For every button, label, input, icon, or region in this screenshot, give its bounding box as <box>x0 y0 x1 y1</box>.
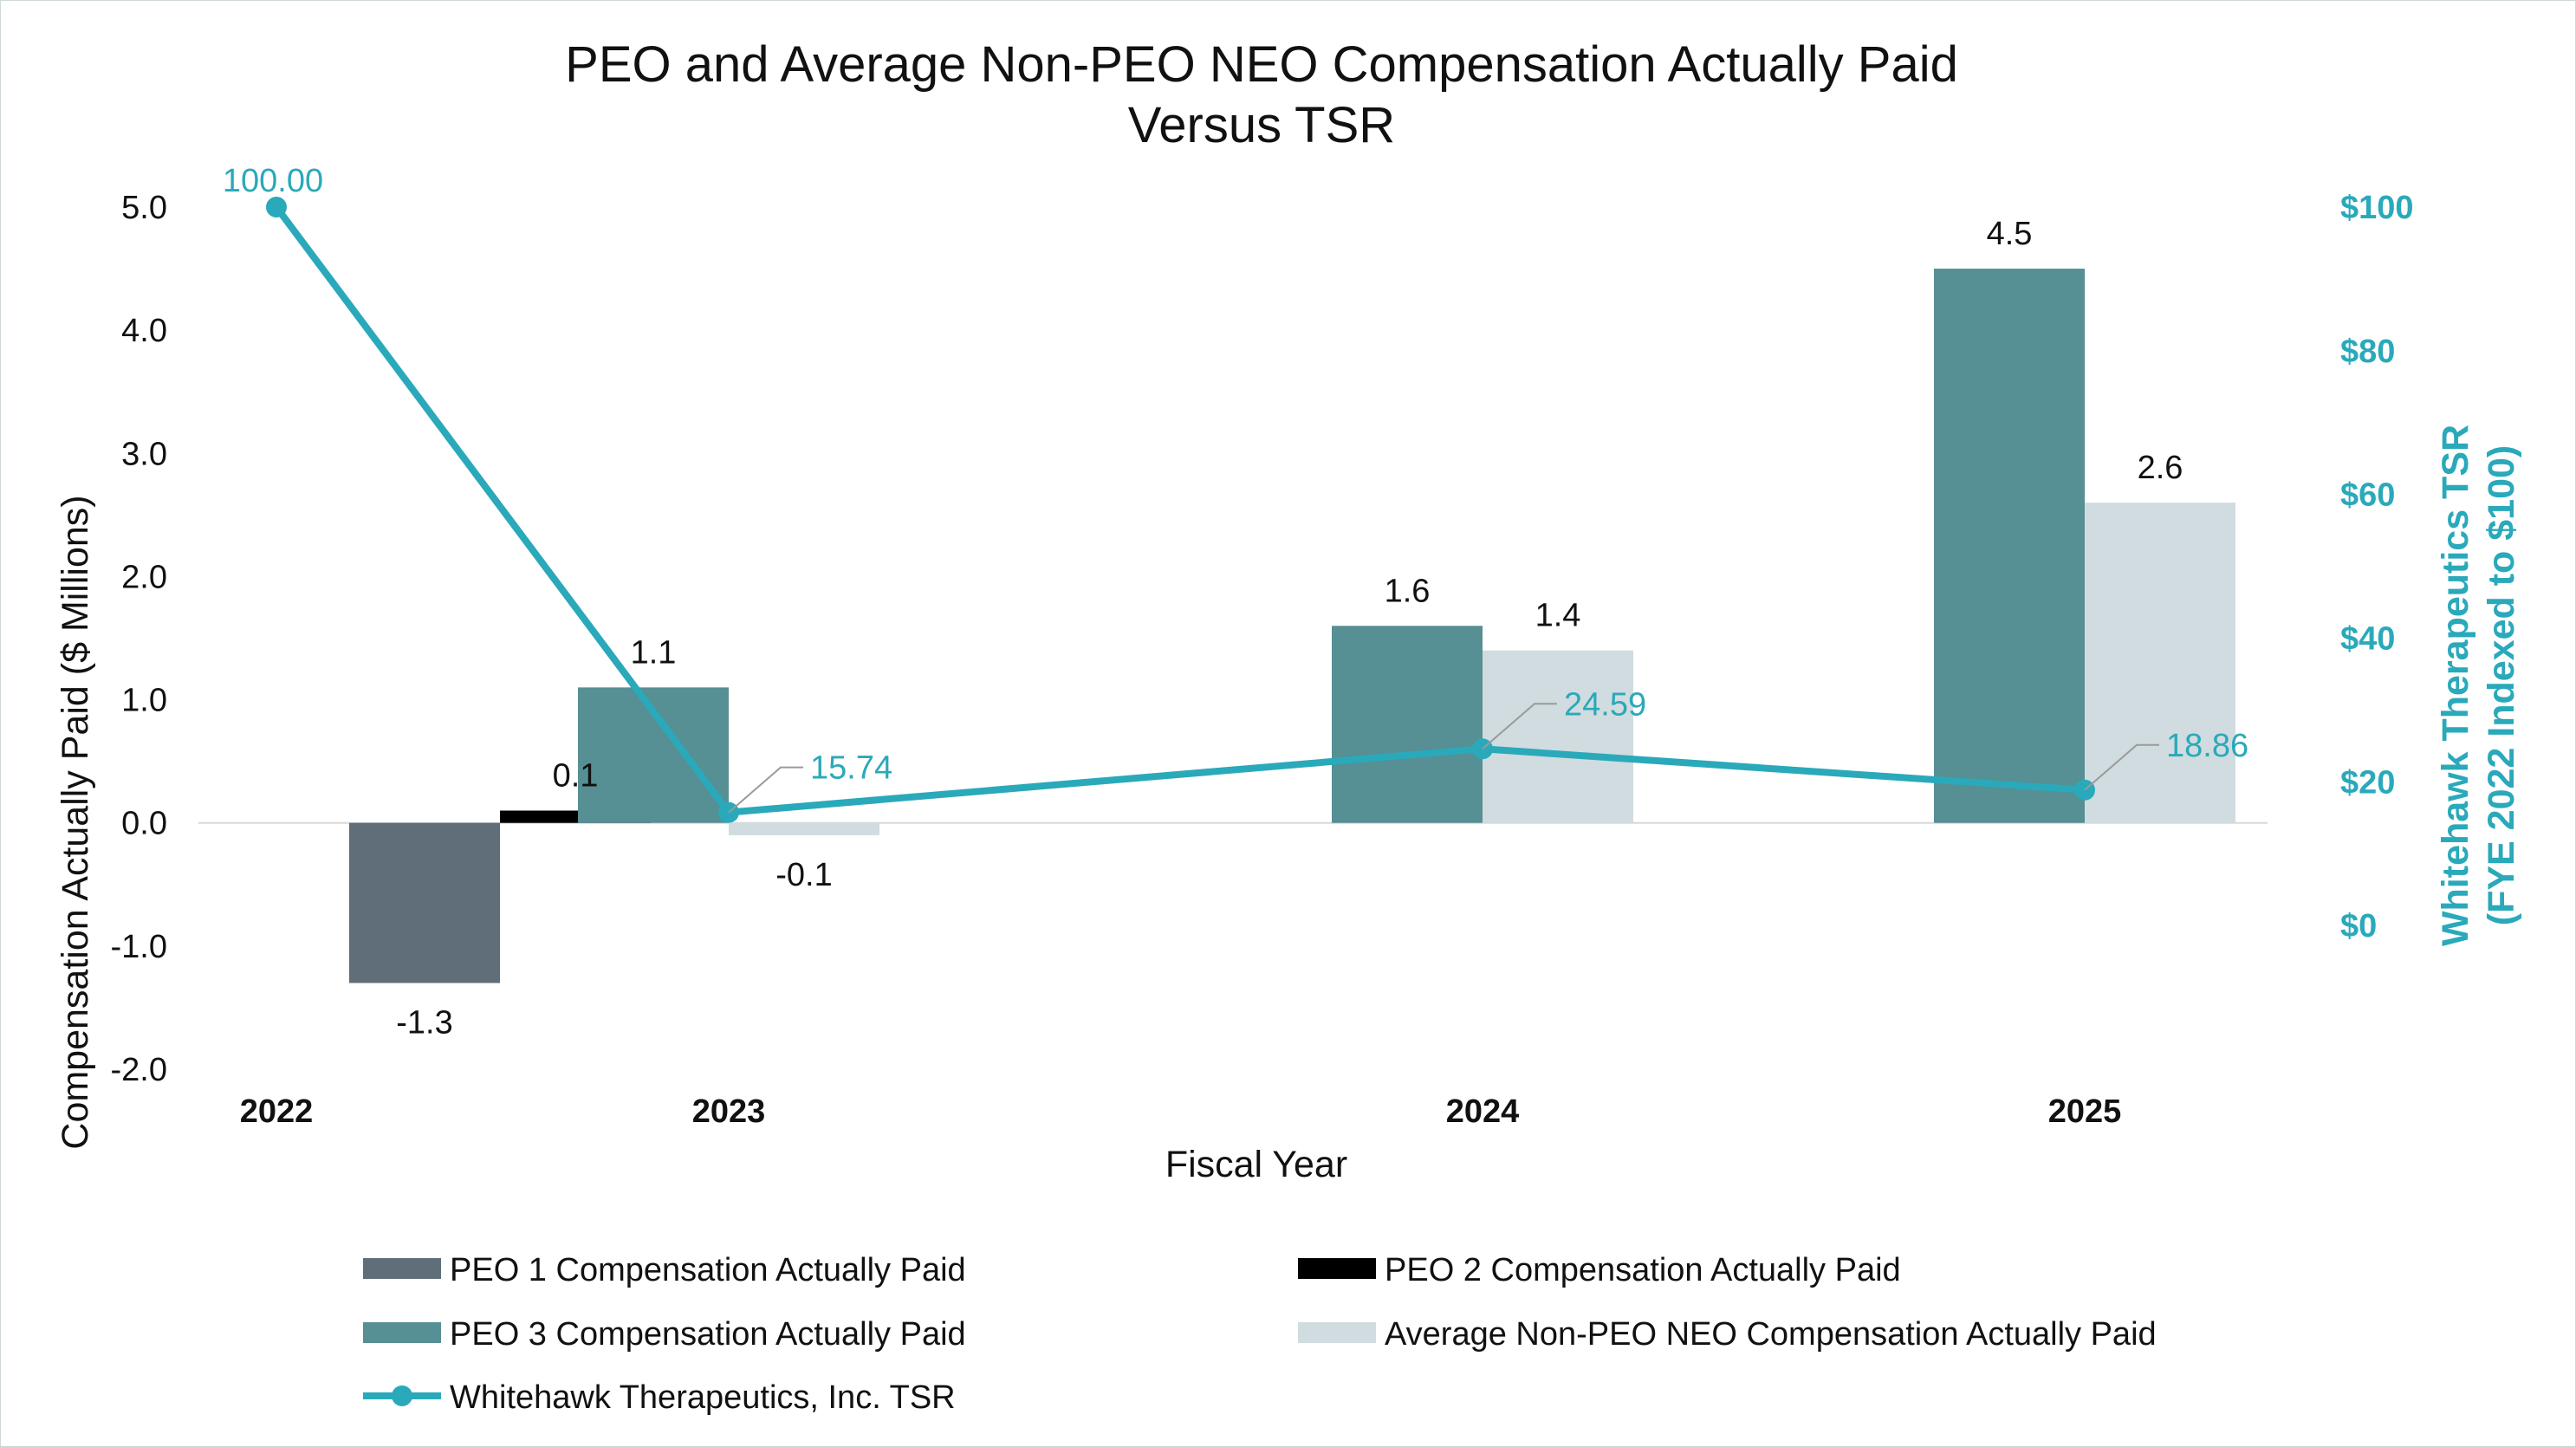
legend-swatch-peo3 <box>363 1322 441 1343</box>
y2-axis-title-line-2: (FYE 2022 Indexed to $100) <box>2481 445 2522 925</box>
bar-data-label: -0.1 <box>775 857 832 893</box>
bar-peo3-2024 <box>1332 626 1483 823</box>
bar-series <box>349 269 2235 983</box>
bar-non_peo-2024 <box>1483 650 1633 823</box>
y-tick-label: 3.0 <box>121 436 167 472</box>
legend-label: PEO 2 Compensation Actually Paid <box>1385 1252 1901 1288</box>
bar-peo1-2022 <box>349 822 500 983</box>
tsr-data-labels: 100.00 15.74 24.59 18.86 <box>223 163 2248 814</box>
legend-label: Average Non-PEO NEO Compensation Actuall… <box>1385 1316 2157 1353</box>
x-tick-label: 2022 <box>240 1093 314 1130</box>
y-tick-label: 5.0 <box>121 190 167 226</box>
bar-data-labels: -1.3 0.1 1.1 1.6 4.5 -0.1 1.4 2.6 <box>396 216 2183 1041</box>
tsr-point-2022 <box>266 197 287 217</box>
bar-peo3-2025 <box>1934 269 2085 823</box>
tsr-data-label: 24.59 <box>1564 686 1646 723</box>
x-axis-title: Fiscal Year <box>1165 1144 1347 1185</box>
bar-data-label: 1.6 <box>1385 573 1431 609</box>
y2-tick-label: $80 <box>2340 334 2395 370</box>
y2-axis-title-line-1: Whitehawk Therapeutics TSR <box>2435 425 2476 946</box>
legend-label: PEO 1 Compensation Actually Paid <box>450 1252 966 1288</box>
legend-swatch-non_peo <box>1298 1322 1376 1343</box>
tsr-data-label: 18.86 <box>2166 728 2248 764</box>
bar-data-label: 1.1 <box>631 634 677 671</box>
y-axis-title: Compensation Actually Paid ($ Millions) <box>55 495 96 1149</box>
bar-data-label: 4.5 <box>1987 216 2033 252</box>
chart-title-line-2: Versus TSR <box>1128 97 1395 153</box>
x-tick-label: 2023 <box>692 1093 766 1130</box>
bar-data-label: -1.3 <box>396 1005 452 1041</box>
tsr-data-label: 15.74 <box>810 750 892 787</box>
tsr-data-label: 100.00 <box>223 163 323 199</box>
legend-label: PEO 3 Compensation Actually Paid <box>450 1316 966 1353</box>
legend-swatch-peo2 <box>1298 1258 1376 1279</box>
bar-data-label: 1.4 <box>1535 598 1581 634</box>
y-tick-label: 2.0 <box>121 559 167 595</box>
x-tick-label: 2025 <box>2048 1093 2122 1130</box>
y2-tick-label: $60 <box>2340 477 2395 514</box>
chart-title-line-1: PEO and Average Non-PEO NEO Compensation… <box>565 36 1958 93</box>
tsr-leader-line <box>1482 703 1557 750</box>
y2-tick-label: $0 <box>2340 908 2377 944</box>
tsr-line <box>273 204 2086 816</box>
legend-label: Whitehawk Therapeutics, Inc. TSR <box>450 1379 956 1416</box>
y-tick-label: 1.0 <box>121 683 167 719</box>
y-tick-label: -1.0 <box>111 929 167 965</box>
legend-swatch-tsr-marker <box>392 1385 412 1406</box>
legend-swatch-peo1 <box>363 1258 441 1279</box>
x-axis-ticks: 2022 2023 2024 2025 <box>240 1093 2122 1130</box>
y-tick-label: 4.0 <box>121 313 167 349</box>
tsr-line-series <box>266 197 2095 823</box>
tsr-leader-line <box>2084 743 2159 791</box>
y-axis-ticks: -2.0 -1.0 0.0 1.0 2.0 3.0 4.0 5.0 <box>111 190 167 1088</box>
y-tick-label: 0.0 <box>121 806 167 842</box>
x-tick-label: 2024 <box>1446 1093 1520 1130</box>
bar-data-label: 2.6 <box>2138 450 2183 486</box>
y-tick-label: -2.0 <box>111 1052 167 1088</box>
y2-axis-ticks: $0 $20 $40 $60 $80 $100 <box>2340 190 2414 944</box>
y2-tick-label: $20 <box>2340 764 2395 801</box>
bar-non_peo-2025 <box>2085 503 2235 823</box>
y2-tick-label: $100 <box>2340 190 2414 226</box>
bar-data-label: 0.1 <box>553 758 599 795</box>
legend: PEO 1 Compensation Actually Paid PEO 2 Co… <box>363 1252 2157 1416</box>
bar-non_peo-2023 <box>729 822 879 835</box>
y2-tick-label: $40 <box>2340 621 2395 658</box>
tsr-leader-line <box>728 766 803 814</box>
